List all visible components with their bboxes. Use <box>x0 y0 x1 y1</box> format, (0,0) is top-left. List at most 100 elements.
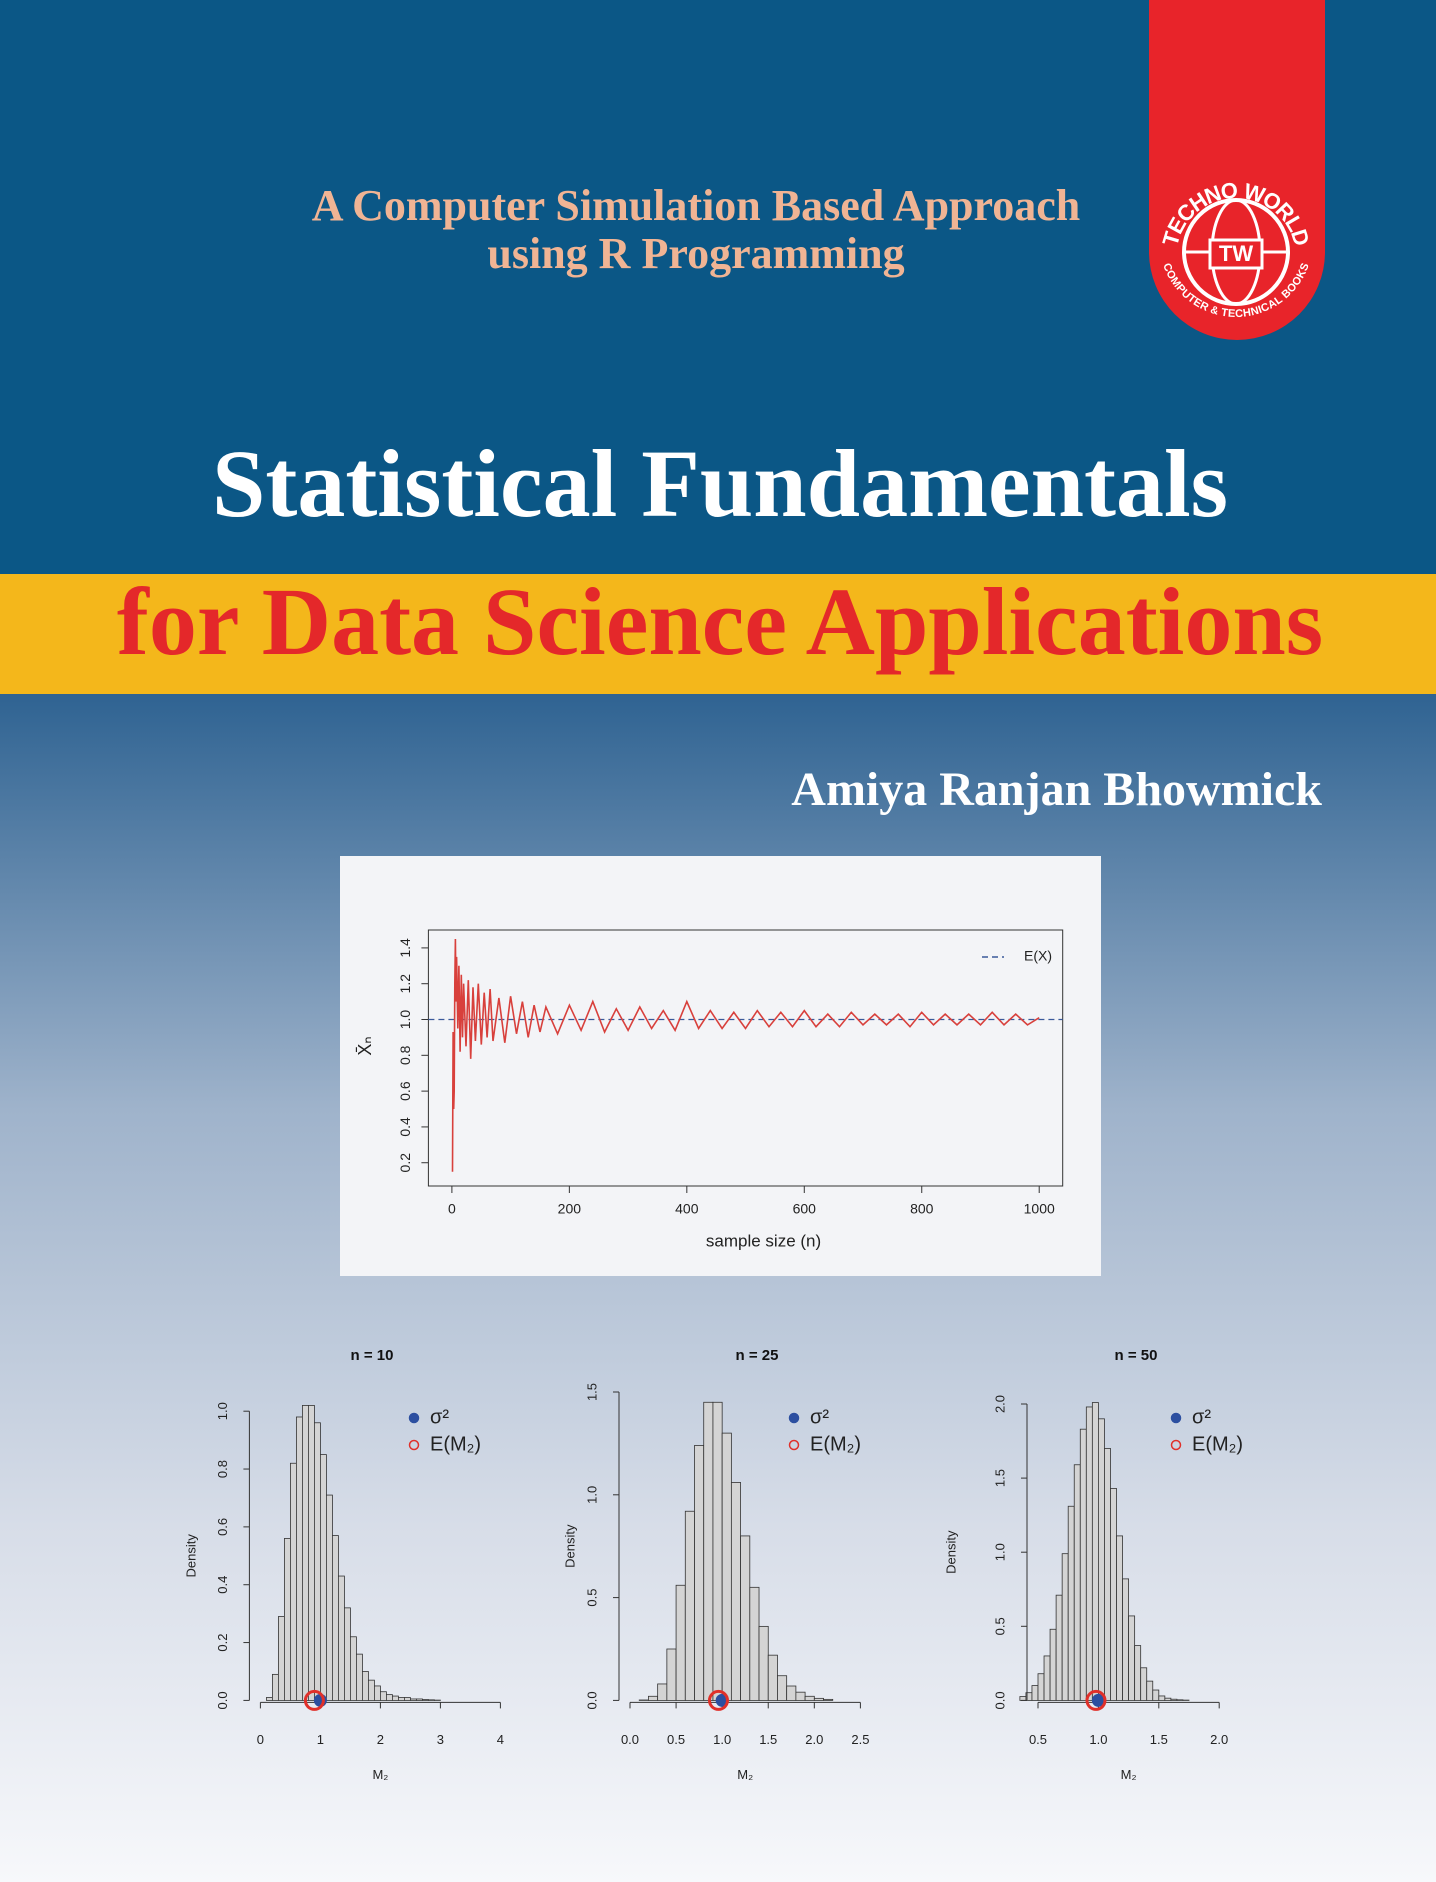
y-tick-label: 1.0 <box>215 1402 230 1420</box>
y-tick-label: 1.4 <box>397 938 413 958</box>
subtitle: using R Programming <box>487 229 904 278</box>
x-tick-label: 1.0 <box>1089 1732 1107 1747</box>
histogram-bar <box>1152 1689 1160 1701</box>
y-tick-label: 0.2 <box>397 1153 413 1173</box>
title: Statistical Fundamentals <box>212 430 1228 537</box>
histogram-bar <box>1079 1428 1087 1701</box>
x-axis-label: M₂ <box>737 1767 753 1782</box>
x-tick-label: 0 <box>257 1732 264 1747</box>
y-tick-label: 0.0 <box>992 1691 1007 1709</box>
histogram-bar <box>1037 1673 1045 1701</box>
histogram-bar <box>721 1432 732 1701</box>
histogram-bar <box>415 1698 423 1701</box>
histogram-bar <box>1031 1685 1039 1701</box>
chart-title: n = 10 <box>351 1347 394 1364</box>
x-tick-label: 4 <box>497 1732 504 1747</box>
y-tick-label: 1.0 <box>584 1486 599 1504</box>
y-tick-label: 0.0 <box>584 1691 599 1709</box>
point <box>303 1689 325 1711</box>
x-tick-label: 600 <box>793 1201 817 1217</box>
legend-label: E(M₂) <box>810 1433 861 1455</box>
histogram-bar <box>421 1699 429 1701</box>
histogram-bar <box>730 1482 741 1701</box>
histogram-bar <box>409 1698 417 1701</box>
histogram-bar <box>1134 1645 1142 1701</box>
title-line2: for Data Science Applications <box>117 568 1323 675</box>
histogram-bar <box>1055 1594 1063 1701</box>
legend-label: σ² <box>430 1406 449 1428</box>
histogram-bar <box>1061 1553 1069 1701</box>
legend-label: E(M₂) <box>1192 1433 1243 1455</box>
legend-label: E(M₂) <box>430 1433 481 1455</box>
x-tick-label: 800 <box>910 1201 934 1217</box>
histogram-bar <box>1140 1667 1148 1701</box>
histogram-bar <box>786 1685 797 1701</box>
histogram-bar <box>1104 1448 1111 1701</box>
histogram-bar <box>675 1584 686 1701</box>
histogram-bar <box>307 1405 315 1701</box>
x-tick-label: 0.0 <box>621 1732 639 1747</box>
x-tick-label: 1000 <box>1024 1201 1055 1217</box>
histogram-bar <box>373 1685 381 1701</box>
histogram-bar <box>684 1510 695 1701</box>
chart-title: n = 50 <box>1115 1347 1158 1364</box>
histogram-bar <box>301 1405 309 1701</box>
logo-center: TW <box>1219 241 1253 266</box>
x-tick-label: 1.5 <box>1150 1732 1168 1747</box>
x-tick-label: 0.5 <box>1029 1732 1047 1747</box>
histogram-bar <box>813 1697 824 1701</box>
logo-box <box>1208 238 1264 270</box>
y-tick-label: 0.4 <box>397 1117 413 1137</box>
y-tick-label: 1.0 <box>992 1543 1007 1561</box>
histogram-bar <box>361 1671 369 1701</box>
histogram-bar <box>277 1616 285 1701</box>
histogram-bar <box>804 1695 815 1701</box>
legend-symbol <box>408 1439 420 1451</box>
histogram-bar <box>1067 1505 1075 1701</box>
y-tick-label: 0.6 <box>397 1081 413 1101</box>
histogram-bar <box>666 1648 677 1701</box>
histogram-bar <box>271 1673 279 1701</box>
x-axis-label: M₂ <box>372 1767 388 1782</box>
histogram-bar <box>1128 1615 1136 1701</box>
histogram-bar <box>397 1697 405 1701</box>
histogram-bar <box>749 1586 760 1701</box>
y-axis-label: Density <box>943 1530 958 1574</box>
x-tick-label: 2.5 <box>851 1732 869 1747</box>
legend-symbol <box>408 1412 420 1424</box>
x-tick-label: 3 <box>437 1732 444 1747</box>
x-tick-label: 2.0 <box>1210 1732 1228 1747</box>
histogram-bar <box>823 1698 834 1701</box>
histogram-bar <box>289 1462 297 1701</box>
histogram-bar <box>1164 1697 1172 1701</box>
ribbon <box>1149 0 1325 340</box>
histogram-bar <box>427 1699 435 1701</box>
histogram-bar <box>403 1697 411 1701</box>
y-tick-label: 0.8 <box>397 1045 413 1065</box>
logo: TW TECHNO WORLD COMPUTER & TECHNICAL BOO… <box>1149 0 1325 340</box>
histogram-bar <box>1085 1406 1093 1701</box>
chart-panel <box>340 856 1101 1276</box>
x-axis-label: sample size (n) <box>706 1231 821 1250</box>
histogram-bar <box>1073 1464 1081 1701</box>
histogram-bar <box>1176 1699 1184 1701</box>
histogram-bar <box>657 1683 668 1701</box>
histogram-bar <box>1116 1535 1123 1701</box>
legend-symbol <box>1170 1412 1182 1424</box>
histogram-bar <box>712 1401 723 1701</box>
x-tick-label: 0 <box>448 1201 456 1217</box>
y-tick-label: 0.6 <box>215 1518 230 1536</box>
histogram-bar <box>379 1691 387 1701</box>
y-tick-label: 0.2 <box>215 1634 230 1652</box>
subtitle: A Computer Simulation Based Approach <box>312 181 1081 230</box>
x-tick-label: 1.5 <box>759 1732 777 1747</box>
author: Amiya Ranjan Bhowmick <box>791 763 1322 816</box>
histogram-bar <box>1098 1418 1105 1701</box>
histogram-bar <box>1170 1698 1178 1701</box>
histogram-bar <box>349 1636 357 1701</box>
y-tick-label: 1.5 <box>584 1383 599 1401</box>
histogram-bar <box>1019 1696 1027 1701</box>
histogram-bar <box>1049 1628 1057 1701</box>
x-axis-label: M₂ <box>1121 1767 1137 1782</box>
